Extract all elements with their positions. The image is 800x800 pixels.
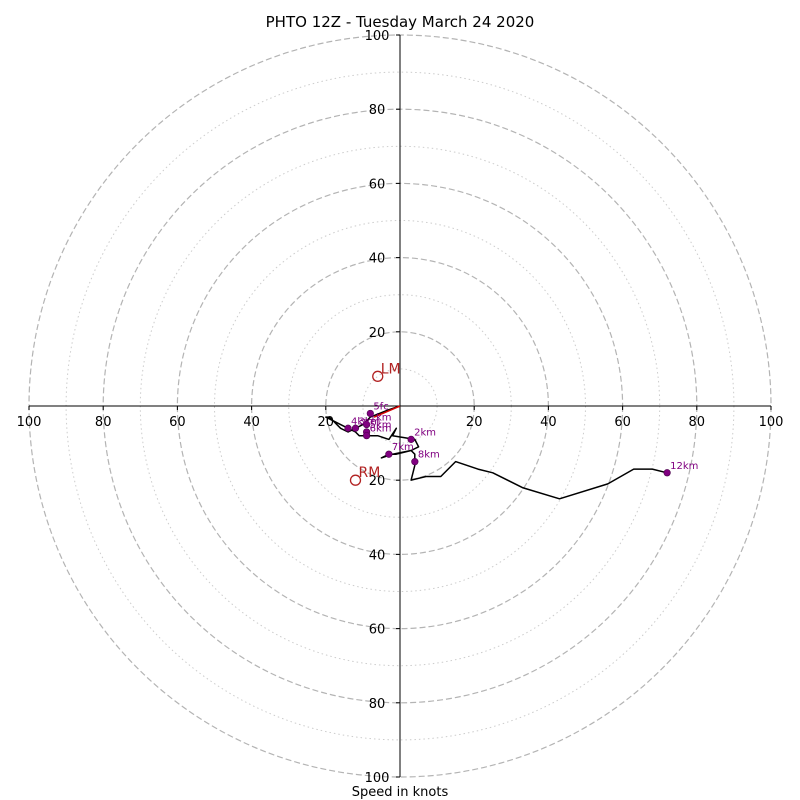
storm-motion-label-rm: RM: [358, 465, 380, 481]
tick-x-left-40: 40: [243, 415, 260, 430]
marker-label-5fc: 5fc: [373, 401, 388, 412]
tick-x-left-60: 60: [169, 415, 186, 430]
marker-3km: [351, 424, 360, 432]
wind-profile-line: [325, 405, 668, 500]
tick-x-right-60: 60: [614, 415, 631, 430]
marker-7km: [385, 450, 393, 458]
tick-labels: 100 80 60 40 20 20 40 60 80 100100806040202040608…: [17, 29, 784, 786]
tick-y-top-40: 40: [369, 252, 386, 267]
tick-x-right-40: 40: [540, 415, 557, 430]
tick-y-top-100: 100: [365, 29, 390, 44]
tick-y-top-80: 80: [369, 103, 386, 118]
marker-2km: [407, 435, 415, 443]
marker-label-1km: 1km: [370, 413, 392, 424]
storm-motion-lm: [372, 370, 384, 382]
marker-4km: [344, 424, 352, 432]
marker-label-3km: 3km: [358, 416, 380, 427]
tick-x-right-100: 100: [759, 415, 784, 430]
x-axis-label: Speed in knots: [352, 785, 449, 800]
tick-x-right-20: 20: [466, 415, 483, 430]
marker-label-6km: 6km: [370, 424, 392, 435]
storm-motion-rm: [349, 474, 362, 486]
tick-y-top-60: 60: [369, 177, 386, 192]
mean-wind-vector-line: [373, 405, 401, 418]
marker-6km: [363, 432, 371, 440]
marker-label-12km: 12km: [670, 461, 698, 472]
marker-12km: [663, 469, 671, 477]
marker-label-5km: 5km: [370, 420, 392, 431]
marker-label-2km: 2km: [414, 427, 436, 438]
tick-y-bottom-60: 60: [369, 623, 386, 638]
marker-1km: [363, 420, 371, 429]
storm-motion-markers: LM RM: [349, 361, 401, 486]
mean-wind-vector: [373, 405, 401, 418]
storm-motion-label-lm: LM: [381, 361, 401, 377]
marker-label-4km: 4km: [351, 416, 373, 427]
marker-5fc: [366, 409, 374, 418]
tick-x-left-80: 80: [95, 415, 112, 430]
wind-profile: [325, 405, 668, 500]
tick-y-bottom-80: 80: [369, 697, 386, 712]
tick-y-bottom-20: 20: [369, 474, 386, 489]
tick-y-bottom-100: 100: [365, 771, 390, 786]
tick-x-left-100: 100: [17, 415, 42, 430]
marker-label-7km: 7km: [392, 442, 414, 453]
tick-y-top-20: 20: [369, 326, 386, 341]
marker-8km: [411, 458, 419, 466]
chart-title: PHTO 12Z - Tuesday March 24 2020: [266, 13, 535, 31]
tick-x-right-80: 80: [689, 415, 706, 430]
marker-label-8km: 8km: [418, 450, 440, 461]
tick-y-bottom-40: 40: [369, 548, 386, 563]
